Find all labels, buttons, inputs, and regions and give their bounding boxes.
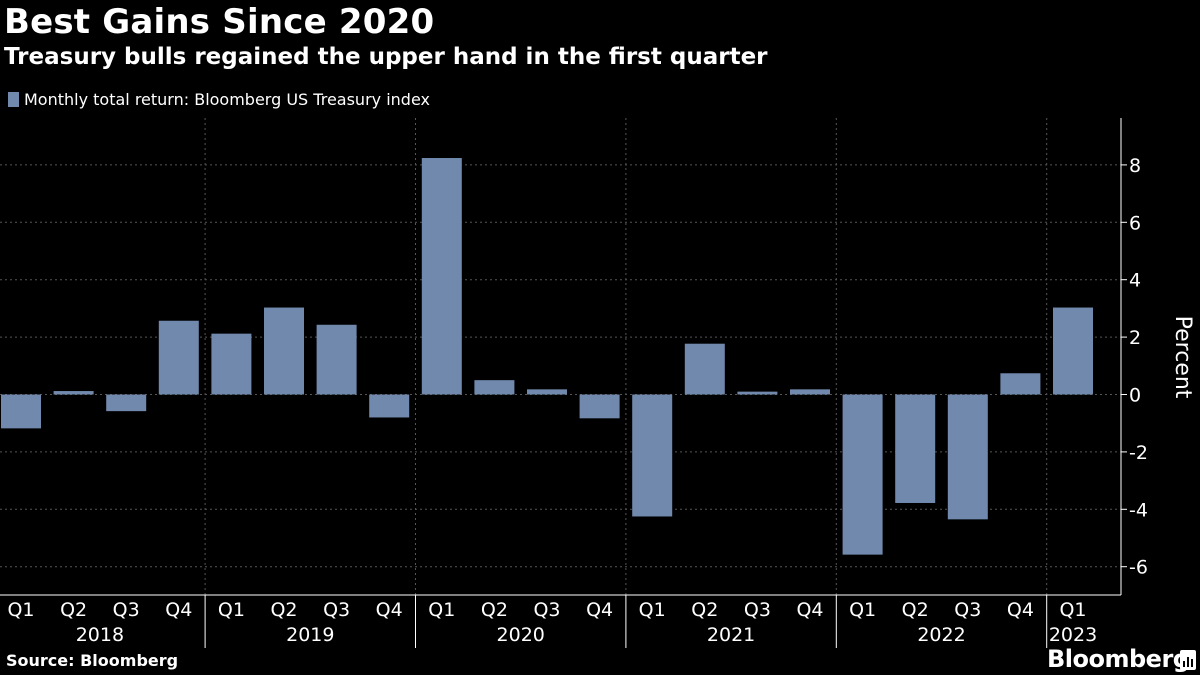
- x-tick-label: Q2: [481, 599, 508, 621]
- bar: [1000, 373, 1041, 395]
- x-tick-label: Q3: [954, 599, 981, 621]
- y-tick-label: -4: [1129, 499, 1148, 521]
- x-tick-label: Q4: [165, 599, 192, 621]
- bar: [947, 394, 988, 520]
- x-tick-label: Q1: [7, 599, 34, 621]
- legend-label: Monthly total return: Bloomberg US Treas…: [24, 90, 430, 109]
- year-label: 2022: [917, 624, 965, 646]
- bloomberg-terminal-icon: [1180, 650, 1196, 670]
- bar: [632, 394, 673, 517]
- y-tick-label: 2: [1129, 327, 1141, 349]
- y-tick-label: 8: [1129, 155, 1141, 177]
- x-tick-label: Q3: [744, 599, 771, 621]
- y-axis-title: Percent: [1170, 316, 1195, 399]
- x-tick-label: Q4: [376, 599, 403, 621]
- bar: [895, 394, 936, 503]
- y-tick-label: 6: [1129, 212, 1141, 234]
- chart-title: Best Gains Since 2020: [4, 2, 435, 42]
- axis-layer: -6 -4 -2 0 2 4 6 8 Percent Q1 Q2 Q3 Q4 Q1 Q2 Q3 Q4 Q1 Q2 Q3…: [0, 118, 1195, 648]
- x-tick-label: Q1: [639, 599, 666, 621]
- x-tick-label: Q2: [691, 599, 718, 621]
- bar: [842, 394, 883, 555]
- x-tick-label: Q2: [902, 599, 929, 621]
- year-label: 2023: [1049, 624, 1097, 646]
- x-tick-label: Q1: [849, 599, 876, 621]
- bar: [579, 394, 620, 419]
- bar: [527, 389, 567, 395]
- bar: [474, 380, 515, 395]
- x-tick-label: Q4: [586, 599, 613, 621]
- legend-swatch: [8, 92, 19, 107]
- year-label: 2018: [76, 624, 124, 646]
- year-label: 2019: [286, 624, 334, 646]
- legend: Monthly total return: Bloomberg US Treas…: [8, 90, 430, 109]
- x-tick-label: Q4: [1007, 599, 1034, 621]
- x-tick-label: Q3: [323, 599, 350, 621]
- source-note: Source: Bloomberg: [6, 651, 179, 670]
- bar: [316, 324, 357, 395]
- bar: [684, 343, 725, 395]
- y-tick-label: 4: [1129, 270, 1141, 292]
- y-tick-label: -2: [1129, 442, 1148, 464]
- bar: [211, 333, 252, 395]
- x-tick-label: Q1: [218, 599, 245, 621]
- x-tick-label: Q2: [270, 599, 297, 621]
- year-label: 2020: [497, 624, 545, 646]
- bloomberg-logo: Bloomberg: [1047, 645, 1190, 673]
- chart-subtitle: Treasury bulls regained the upper hand i…: [4, 44, 768, 70]
- bar: [421, 158, 462, 395]
- bar-layer: [1, 158, 1093, 555]
- bar: [106, 394, 147, 412]
- x-tick-label: Q2: [60, 599, 87, 621]
- bar: [1053, 307, 1093, 395]
- x-tick-label: Q1: [1059, 599, 1086, 621]
- x-tick-label: Q3: [533, 599, 560, 621]
- bar: [1, 394, 41, 429]
- y-tick-label: 0: [1129, 385, 1141, 407]
- bar: [53, 391, 94, 395]
- bar: [790, 389, 830, 395]
- x-tick-label: Q3: [113, 599, 140, 621]
- y-tick-label: -6: [1129, 557, 1148, 579]
- x-tick-label: Q1: [428, 599, 455, 621]
- x-tick-label: Q4: [796, 599, 823, 621]
- bar: [264, 307, 304, 395]
- year-label: 2021: [707, 624, 755, 646]
- bar: [158, 320, 199, 395]
- bar: [369, 394, 410, 418]
- bar: [737, 391, 778, 395]
